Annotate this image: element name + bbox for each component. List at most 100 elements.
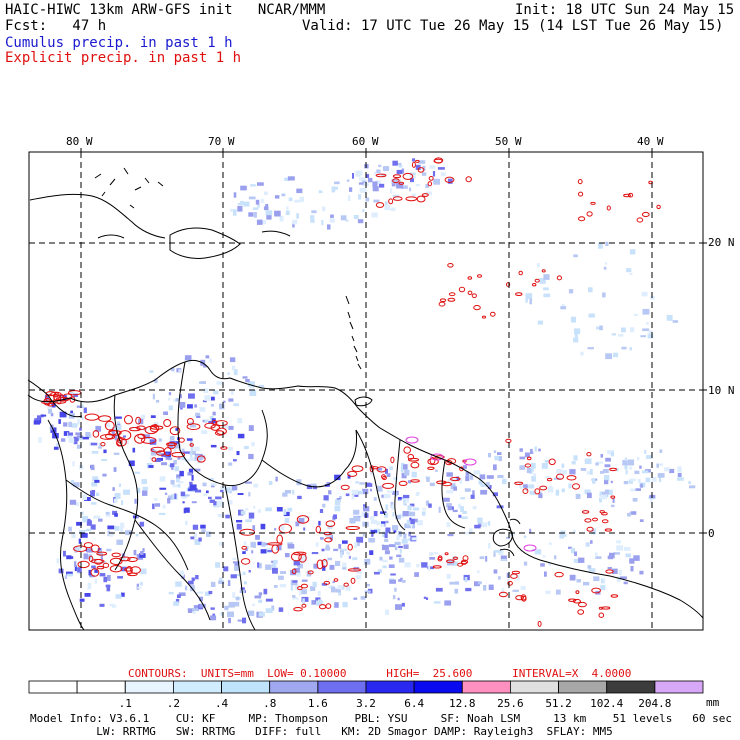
- precip-cell: [315, 600, 323, 606]
- precip-cell: [193, 605, 199, 611]
- precip-cell: [287, 544, 295, 549]
- explicit-contour: [351, 465, 364, 473]
- precip-cell: [245, 379, 250, 383]
- precip-cell: [185, 355, 192, 361]
- precip-cell: [656, 463, 659, 468]
- precip-cell: [242, 571, 246, 576]
- marajo-coast: [492, 528, 513, 547]
- precip-cell: [349, 517, 356, 524]
- precip-cell: [303, 527, 306, 531]
- explicit-contour: [477, 274, 482, 278]
- precip-cell: [261, 542, 266, 547]
- precip-cell: [96, 492, 100, 496]
- precip-cell: [73, 436, 79, 442]
- precip-cell: [123, 489, 130, 495]
- explicit-contour: [102, 562, 110, 569]
- explicit-contour: [578, 191, 584, 197]
- precip-cell: [487, 543, 491, 549]
- precip-cell: [523, 484, 528, 488]
- precip-cell: [542, 555, 546, 558]
- precip-cell: [688, 481, 691, 484]
- precip-cell: [327, 525, 333, 530]
- explicit-contour: [510, 573, 518, 579]
- precip-cell: [115, 416, 122, 419]
- precip-cell: [548, 542, 552, 545]
- precip-cell: [114, 493, 121, 499]
- precip-cell: [301, 596, 309, 602]
- header-title: HAIC-HIWC 13km ARW-GFS init NCAR/MMM: [5, 2, 326, 18]
- precip-cell: [421, 511, 426, 516]
- precip-cell: [90, 442, 98, 446]
- precip-cell: [591, 528, 597, 535]
- colorbar-label: 25.6: [497, 697, 524, 710]
- explicit-contour: [381, 474, 386, 479]
- explicit-contour: [437, 556, 443, 562]
- precip-cell: [173, 460, 177, 465]
- precip-cell: [257, 182, 264, 186]
- precip-cell: [340, 548, 348, 551]
- precip-cell: [371, 533, 374, 537]
- precip-cell: [561, 463, 565, 469]
- precip-cell: [689, 485, 696, 489]
- precip-cell: [280, 524, 285, 531]
- precip-cell: [98, 443, 101, 448]
- precip-cell: [382, 544, 389, 551]
- precip-cell: [395, 515, 401, 520]
- precip-cell: [528, 484, 535, 489]
- precip-cell: [237, 205, 243, 212]
- precip-cell: [641, 291, 648, 297]
- precip-cell: [370, 470, 373, 476]
- explicit-contour: [411, 161, 416, 168]
- precip-cell: [293, 560, 301, 566]
- explicit-contour: [150, 446, 165, 453]
- precip-cell: [248, 512, 255, 519]
- explicit-contour: [453, 556, 458, 560]
- precip-cell: [529, 528, 532, 534]
- precip-cell: [635, 488, 641, 491]
- precip-cell: [174, 466, 179, 472]
- precip-cell: [600, 470, 604, 474]
- precip-cell: [78, 538, 81, 544]
- precip-cell: [284, 490, 292, 494]
- explicit-contour: [641, 211, 650, 218]
- precip-cell: [334, 602, 339, 608]
- country-border: [261, 429, 358, 488]
- precip-cell: [319, 509, 324, 513]
- precip-cell: [625, 553, 631, 558]
- precip-cell: [580, 468, 587, 471]
- explicit-contour: [447, 297, 456, 302]
- explicit-contour: [90, 559, 105, 564]
- precip-cell: [213, 390, 219, 395]
- precip-cell: [627, 459, 635, 466]
- precip-cell: [135, 534, 139, 537]
- precip-cell: [155, 399, 160, 403]
- precip-cell: [446, 490, 454, 494]
- precip-cell: [84, 593, 91, 597]
- precip-cell: [288, 197, 293, 202]
- precip-cell: [240, 587, 245, 590]
- precip-cell: [118, 483, 121, 487]
- precip-cell: [79, 530, 86, 533]
- precip-cell: [112, 510, 118, 515]
- precip-cell: [215, 496, 222, 500]
- precip-cell: [271, 605, 275, 611]
- precip-cell: [568, 289, 574, 294]
- precip-cell: [225, 514, 230, 519]
- precip-cell: [188, 359, 191, 365]
- precip-cell: [168, 405, 173, 411]
- precip-cell: [172, 484, 179, 488]
- precip-cell: [411, 193, 416, 197]
- precip-cell: [496, 505, 504, 509]
- precip-cell: [90, 464, 95, 471]
- precip-cell: [206, 531, 211, 537]
- precip-cell: [358, 182, 364, 185]
- precip-cell: [398, 513, 404, 518]
- precip-cell: [600, 454, 604, 458]
- precip-cell: [179, 470, 184, 477]
- precip-cell: [392, 160, 398, 166]
- precip-cell: [242, 376, 248, 379]
- precip-cell: [616, 468, 619, 472]
- precip-cell: [530, 448, 533, 454]
- precip-cell: [469, 475, 474, 480]
- precip-cell: [184, 507, 190, 513]
